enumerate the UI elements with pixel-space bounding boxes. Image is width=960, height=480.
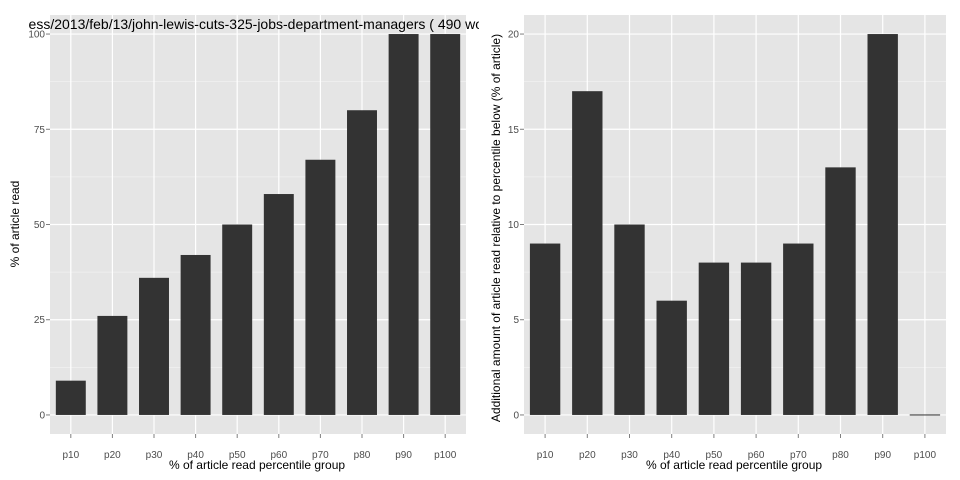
bar-p100 [909, 414, 941, 416]
y-tick-label: 100 [28, 30, 45, 41]
bar-p20 [97, 315, 128, 415]
bar-p10 [55, 380, 86, 415]
chart-right-ticks: 0 5 10 15 20 p10 p20 p30 p40 p50 p60 p70 p80 p90 p100 [508, 30, 937, 461]
chart-left-ticks: 0 25 50 75 100 p10 p20 p30 p40 p50 p60 p70 p80 p90 p10… [28, 30, 456, 461]
x-tick-label: p50 [706, 450, 723, 461]
y-tick-label: 10 [508, 220, 520, 231]
bar-p30 [614, 224, 645, 415]
x-tick-label: p50 [229, 450, 246, 461]
chart-left-bars [55, 34, 461, 415]
chart-right-y-axis-title: Additional amount of article read relati… [489, 34, 503, 422]
x-tick-label: p30 [146, 450, 163, 461]
x-tick-label: p10 [537, 450, 554, 461]
x-tick-label: p60 [748, 450, 765, 461]
bar-p50 [698, 262, 730, 415]
chart-left-title: ess/2013/feb/13/john-lewis-cuts-325-jobs… [29, 16, 496, 32]
x-tick-label: p20 [579, 450, 596, 461]
y-tick-label: 0 [39, 410, 45, 421]
y-tick-label: 25 [34, 315, 46, 326]
chart-right-x-axis-title: % of article read percentile group [646, 458, 822, 472]
y-tick-label: 0 [513, 410, 519, 421]
bar-p80 [825, 167, 856, 415]
x-tick-label: p80 [832, 450, 849, 461]
bar-p70 [305, 159, 336, 415]
x-tick-label: p40 [663, 450, 680, 461]
x-tick-label: p70 [790, 450, 807, 461]
bar-p20 [572, 91, 603, 415]
bar-p90 [388, 34, 419, 415]
y-tick-label: 75 [34, 125, 46, 136]
bar-p30 [139, 277, 169, 415]
x-tick-label: p100 [434, 450, 457, 461]
bar-p10 [529, 243, 561, 415]
y-tick-label: 5 [513, 315, 519, 326]
y-tick-label: 15 [508, 125, 520, 136]
bar-p40 [656, 300, 687, 415]
bar-p90 [867, 34, 898, 415]
chart-left-y-axis-title: % of article read [8, 181, 22, 268]
chart-left: 0 25 50 75 100 p10 p20 p30 p40 p50 p60 p70 p80 p90 p10… [8, 15, 496, 472]
x-tick-label: p80 [354, 450, 371, 461]
y-tick-label: 20 [508, 30, 520, 41]
x-tick-label: p70 [312, 450, 329, 461]
chart-right-bars [529, 34, 941, 416]
x-tick-label: p30 [621, 450, 638, 461]
bar-p100 [430, 34, 461, 415]
bar-p60 [740, 262, 772, 415]
x-tick-label: p20 [104, 450, 121, 461]
x-tick-label: p90 [874, 450, 891, 461]
bar-p80 [347, 110, 377, 415]
x-tick-label: p90 [395, 450, 412, 461]
x-tick-label: p10 [62, 450, 79, 461]
y-tick-label: 50 [34, 220, 46, 231]
x-tick-label: p40 [187, 450, 204, 461]
x-tick-label: p100 [914, 450, 937, 461]
bar-p70 [783, 243, 814, 415]
x-tick-label: p60 [270, 450, 287, 461]
chart-left-x-axis-title: % of article read percentile group [169, 458, 345, 472]
bar-p60 [263, 194, 294, 415]
bar-p50 [222, 224, 253, 415]
bar-p40 [180, 254, 211, 415]
